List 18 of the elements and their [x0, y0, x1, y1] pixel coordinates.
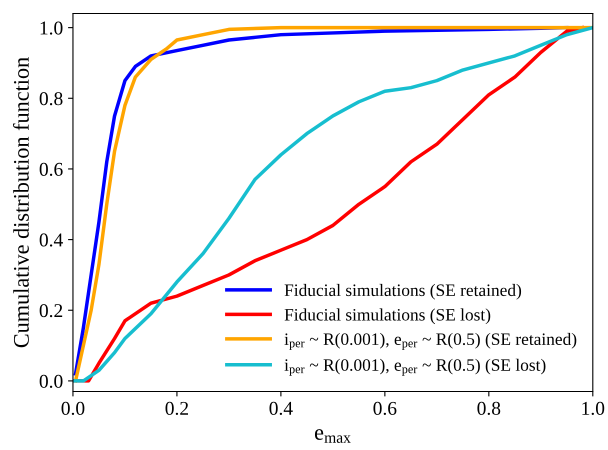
x-tick-label: 0.8: [477, 402, 500, 415]
x-tick-label: 0.0: [62, 402, 84, 415]
legend-label: i$_{per}$ ~ R(0.001), e$_{per}$ ~ R(0.5) (SE lost): [284, 358, 546, 376]
legend-label: Fiducial simulations (SE retained): [284, 284, 522, 300]
x-tick-label: 1.0: [582, 402, 604, 415]
y-tick-label: 0.4: [40, 233, 63, 247]
y-tick-label: 1.0: [40, 21, 62, 35]
y-tick-label: 0.6: [40, 162, 63, 176]
legend-label: i$_{per}$ ~ R(0.001), e$_{per}$ ~ R(0.5) (SE retained): [284, 332, 576, 350]
y-tick-label: 0.0: [40, 374, 62, 388]
x-tick-label: 0.2: [166, 402, 188, 415]
y-axis-title: Cumulative distribution function: [13, 57, 29, 348]
y-tick-label: 0.8: [40, 92, 62, 106]
x-tick-label: 0.4: [269, 402, 293, 415]
y-tick-label: 0.2: [40, 304, 62, 318]
x-tick-label: 0.6: [373, 402, 396, 415]
x-axis-title: e$_{max}$: [314, 429, 351, 443]
legend-label: Fiducial simulations (SE lost): [284, 308, 490, 324]
